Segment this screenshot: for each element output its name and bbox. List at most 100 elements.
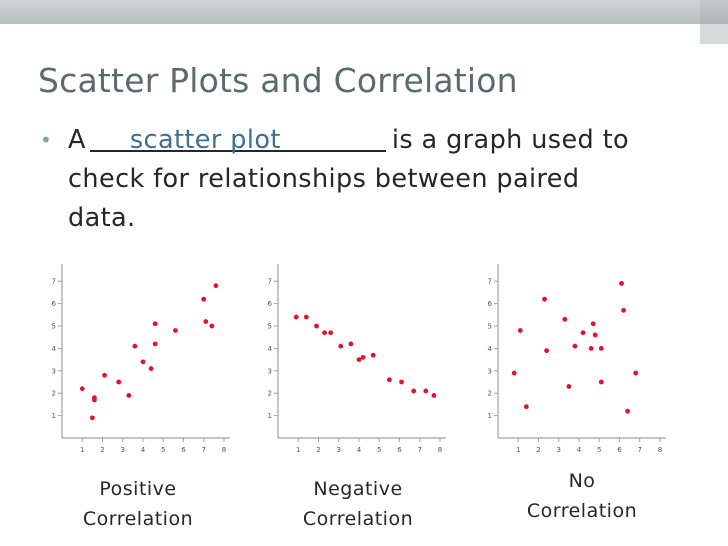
y-tick-label: 5 [488,323,492,331]
x-tick-label: 2 [536,446,540,454]
bullet-prefix: A [68,125,86,155]
data-point [598,346,604,351]
bullet-rest: is a graph used to [391,125,630,155]
data-point [621,307,626,313]
x-tick-label: 8 [658,446,662,454]
blank-answer: scatter plot [129,125,281,155]
y-tick-label: 6 [52,300,57,308]
data-point [203,319,209,324]
data-point [370,352,376,358]
data-point [152,321,158,327]
data-point [588,346,594,351]
no-correlation-scatter-chart: 1 2 3 4 5 6 7 8 1 2 3 4 5 6 7 [488,264,666,454]
data-point [322,330,327,336]
data-point [592,332,598,338]
data-point [360,354,366,360]
data-point [562,316,568,322]
y-tick-label: 5 [52,323,56,331]
y-tick-label: 6 [268,300,273,308]
data-point [328,330,334,336]
x-tick-label: 8 [438,446,442,454]
x-tick-label: 5 [377,446,381,454]
x-tick-label: 5 [597,446,601,454]
y-tick-label: 2 [52,390,56,398]
x-tick-label: 7 [418,446,422,454]
x-tick-label: 5 [161,446,165,454]
data-point [116,379,122,385]
no-caption-line1: No [568,470,596,492]
data-point [423,388,429,394]
data-point [411,388,417,394]
data-point [314,323,319,329]
y-tick-label: 4 [52,345,57,353]
data-point [544,348,549,354]
y-tick-label: 4 [268,345,273,353]
data-point [517,328,523,333]
data-point [590,321,596,327]
data-point [148,366,154,371]
data-point [633,370,639,376]
x-tick-label: 8 [222,446,226,454]
data-point [511,370,517,376]
x-tick-label: 1 [296,446,300,454]
x-tick-label: 2 [100,446,104,454]
data-point [213,283,219,289]
top-decor-bar [0,0,728,24]
data-point [173,328,178,333]
bullet-line-2: check for relationships between paired [68,164,580,194]
data-point [92,397,97,403]
no-correlation-caption: No Correlation [512,466,652,526]
negative-caption-line1: Negative [313,478,403,500]
y-tick-label: 1 [52,412,56,420]
slide-title: Scatter Plots and Correlation [38,61,518,100]
fill-in-blank: scatter plot [89,120,386,155]
y-tick-label: 2 [488,390,492,398]
y-tick-label: 3 [52,367,56,375]
data-point [356,357,362,362]
data-point [431,393,437,398]
positive-caption: Positive Correlation [68,474,208,534]
data-point [79,386,85,392]
y-tick-label: 6 [488,300,493,308]
data-point [348,341,354,347]
data-point [580,330,586,336]
data-point [566,384,572,389]
y-tick-label: 5 [268,323,272,331]
x-tick-label: 1 [516,446,520,454]
x-tick-label: 6 [181,446,186,454]
positive-scatter-chart: 1 2 3 4 5 6 7 8 1 2 3 4 5 6 7 [52,264,230,454]
negative-caption: Negative Correlation [288,474,428,534]
data-point [293,314,299,320]
x-tick-label: 6 [397,446,402,454]
positive-caption-line2: Correlation [82,508,194,530]
data-point [399,379,404,385]
data-point [338,343,344,349]
x-tick-label: 4 [357,446,362,454]
data-point [152,341,158,347]
x-tick-label: 3 [557,446,561,454]
x-tick-label: 7 [638,446,642,454]
data-point [598,379,604,385]
x-tick-label: 1 [80,446,84,454]
data-point [572,343,578,349]
x-tick-label: 3 [337,446,341,454]
x-tick-label: 7 [202,446,206,454]
y-tick-label: 3 [268,367,272,375]
x-tick-label: 2 [316,446,320,454]
no-caption-line2: Correlation [526,500,638,522]
data-point [89,415,95,421]
negative-scatter-chart: 1 2 3 4 5 6 7 8 1 2 3 4 5 6 7 [268,264,446,454]
negative-caption-line2: Correlation [302,508,414,530]
bullet-dot-icon: • [40,128,53,152]
data-point [303,314,309,320]
y-tick-label: 7 [488,278,492,286]
data-point [140,359,146,365]
y-tick-label: 1 [268,412,272,420]
y-tick-label: 1 [488,412,492,420]
data-point [132,343,138,349]
y-tick-label: 7 [268,278,272,286]
y-tick-label: 3 [488,367,492,375]
data-point [201,296,207,302]
top-decor-tab [700,0,728,44]
